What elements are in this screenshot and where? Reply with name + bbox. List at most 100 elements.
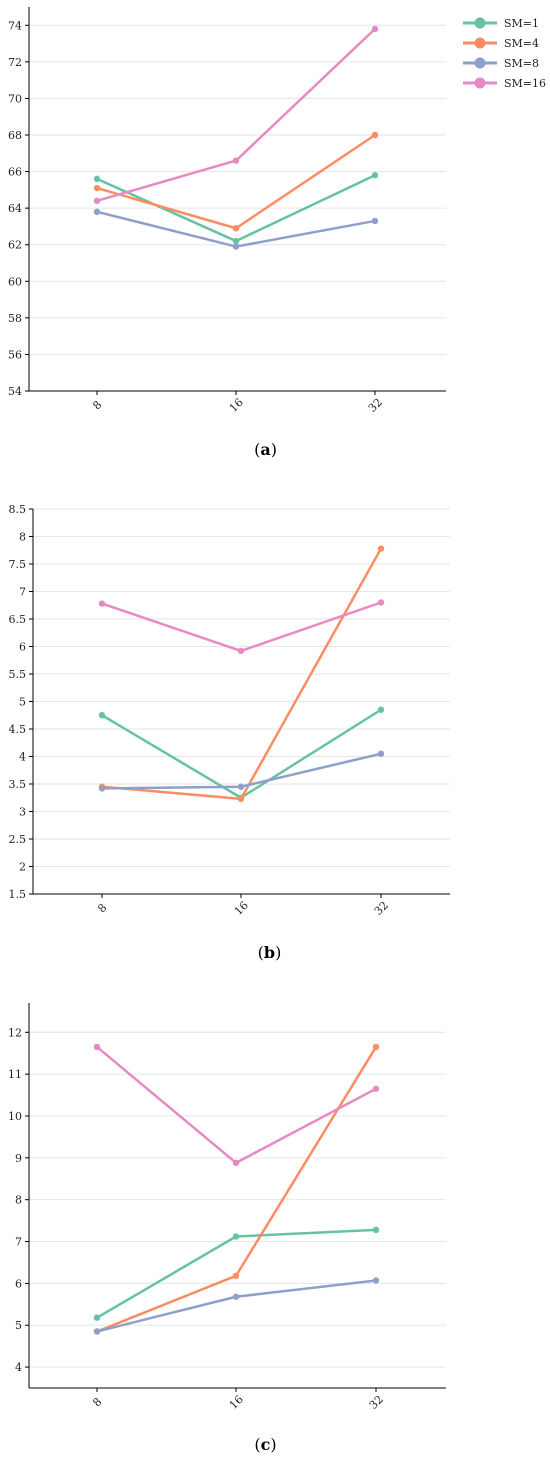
data-point-sm8 xyxy=(98,785,106,792)
data-point-sm8 xyxy=(93,208,101,215)
data-point-sm16 xyxy=(237,647,245,655)
y-tick-label: 4.5 xyxy=(9,723,27,736)
y-tick-label: 54 xyxy=(8,385,22,398)
y-tick-label: 68 xyxy=(8,129,22,142)
y-tick-label: 56 xyxy=(8,348,22,361)
data-point-sm8 xyxy=(232,1293,240,1300)
data-point-sm8 xyxy=(232,243,240,250)
y-tick-label: 64 xyxy=(8,202,22,215)
series-line-sm8 xyxy=(96,1279,377,1333)
data-point-sm1 xyxy=(93,1314,101,1321)
y-tick-label: 70 xyxy=(8,92,22,105)
data-point-sm1 xyxy=(98,712,106,719)
data-point-sm16 xyxy=(93,1043,101,1051)
caption-paren-close: ) xyxy=(275,943,281,962)
series-line-sm16 xyxy=(96,28,376,203)
data-point-sm4 xyxy=(232,1272,240,1280)
data-point-sm8 xyxy=(371,217,379,225)
panel-caption: (a) xyxy=(254,440,277,459)
y-tick-label: 66 xyxy=(8,166,22,179)
data-point-sm16 xyxy=(377,599,385,606)
x-tick-label: 32 xyxy=(367,1393,386,1412)
legend-swatch-marker xyxy=(474,77,486,89)
series-line-sm4 xyxy=(96,133,376,230)
caption-paren-open: ( xyxy=(254,440,260,459)
y-tick-label: 72 xyxy=(8,56,22,69)
y-tick-label: 8.5 xyxy=(9,503,27,516)
data-point-sm4 xyxy=(237,795,245,803)
y-tick-label: 8 xyxy=(15,1194,22,1207)
y-tick-label: 12 xyxy=(8,1026,22,1039)
data-point-sm4 xyxy=(371,131,379,139)
y-tick-label: 11 xyxy=(8,1068,22,1081)
series-line-sm8 xyxy=(101,752,382,790)
data-point-sm1 xyxy=(372,1226,380,1234)
x-tick-label: 32 xyxy=(372,899,391,918)
data-point-sm8 xyxy=(93,1328,101,1335)
x-tick-label: 32 xyxy=(366,396,385,415)
y-tick-label: 6 xyxy=(15,1277,22,1290)
caption-paren-open: ( xyxy=(258,943,264,962)
y-tick-label: 1.5 xyxy=(9,888,27,901)
caption-paren-open: ( xyxy=(254,1435,260,1454)
y-tick-label: 6 xyxy=(19,641,26,654)
data-point-sm16 xyxy=(232,157,240,164)
data-point-sm1 xyxy=(232,1233,240,1240)
y-tick-label: 6.5 xyxy=(9,613,27,626)
y-tick-label: 74 xyxy=(8,19,22,32)
data-point-sm4 xyxy=(377,545,385,552)
y-tick-label: 7.5 xyxy=(9,558,27,571)
data-point-sm8 xyxy=(237,783,245,790)
y-tick-label: 3 xyxy=(19,806,26,819)
data-point-sm4 xyxy=(372,1043,380,1051)
series-line-sm16 xyxy=(101,601,382,653)
x-tick-label: 8 xyxy=(90,398,104,412)
chart-panel-c: 4 5 6 7 8 9 10 11 12 8 16 32 (c) xyxy=(8,1003,446,1454)
data-point-sm16 xyxy=(232,1159,240,1167)
data-point-sm16 xyxy=(98,600,106,607)
x-tick-label: 16 xyxy=(232,899,251,918)
data-point-sm1 xyxy=(93,175,101,183)
y-tick-label: 5 xyxy=(19,696,26,709)
data-point-sm8 xyxy=(377,750,385,757)
y-tick-label: 4 xyxy=(15,1361,22,1374)
y-tick-label: 7 xyxy=(15,1236,22,1249)
x-tick-label: 16 xyxy=(227,1393,246,1412)
data-point-sm1 xyxy=(232,237,240,245)
y-tick-label: 58 xyxy=(8,312,22,325)
caption-paren-close: ) xyxy=(271,440,277,459)
panel-caption: (b) xyxy=(258,943,282,962)
chart-panel-b: 1.5 2 2.5 3 3.5 4 4.5 5 5.5 6 6.5 7 7.5 8 8.5 8 16 32 (b) xyxy=(9,503,450,962)
data-point-sm1 xyxy=(377,706,385,713)
data-point-sm4 xyxy=(93,184,101,192)
x-tick-label: 8 xyxy=(90,1395,104,1409)
legend-label: SM=1 xyxy=(504,17,539,30)
legend-label: SM=16 xyxy=(504,77,546,90)
caption-letter: c xyxy=(261,1435,271,1454)
y-tick-label: 2 xyxy=(19,861,26,874)
data-point-sm8 xyxy=(372,1277,380,1284)
series-line-sm16 xyxy=(96,1045,377,1165)
x-tick-label: 8 xyxy=(95,901,109,915)
y-tick-label: 5.5 xyxy=(9,668,27,681)
y-tick-label: 7 xyxy=(19,586,26,599)
data-point-sm1 xyxy=(371,172,379,179)
legend-swatch-marker xyxy=(474,37,486,49)
legend-swatch-marker xyxy=(474,57,486,69)
legend-swatch-marker xyxy=(474,17,486,29)
legend-label: SM=4 xyxy=(504,37,539,50)
y-tick-label: 4 xyxy=(19,751,26,764)
y-tick-label: 5 xyxy=(15,1319,22,1332)
series-line-sm4 xyxy=(96,1046,378,1333)
data-point-sm16 xyxy=(93,197,101,205)
y-tick-label: 2.5 xyxy=(9,833,27,846)
x-tick-label: 16 xyxy=(227,396,246,415)
y-tick-label: 60 xyxy=(8,275,22,288)
y-tick-label: 9 xyxy=(15,1152,22,1165)
data-point-sm16 xyxy=(372,1085,380,1092)
data-point-sm16 xyxy=(371,25,379,33)
legend-label: SM=8 xyxy=(504,57,539,70)
y-tick-label: 10 xyxy=(8,1110,22,1123)
y-tick-label: 62 xyxy=(8,239,22,252)
